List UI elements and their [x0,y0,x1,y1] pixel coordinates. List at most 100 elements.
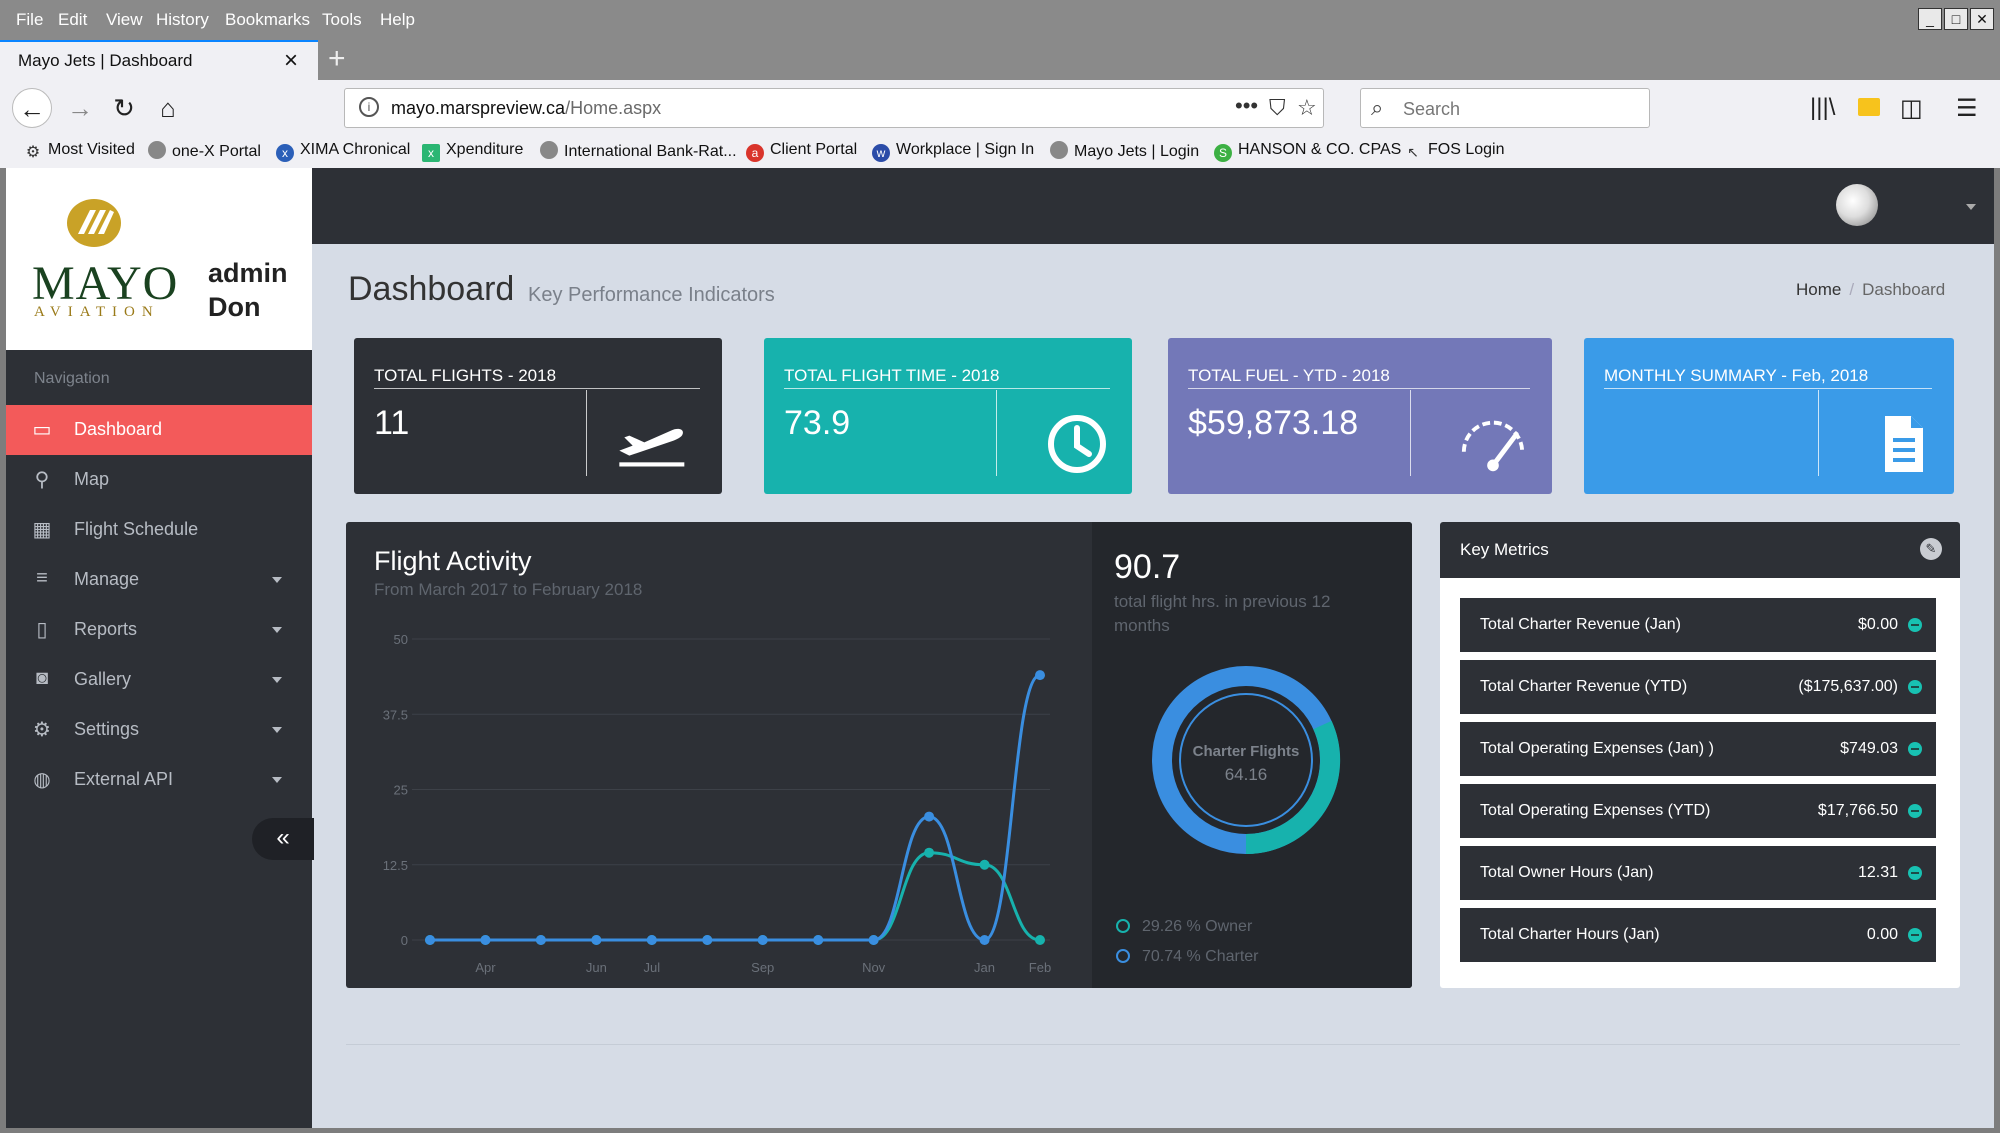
gears-icon: ⚙ [33,719,51,741]
back-icon[interactable]: ← [12,88,52,128]
sidebar-item-settings[interactable]: ⚙ Settings [6,705,312,755]
metric-row: Total Charter Revenue (Jan) $0.00 [1460,598,1936,652]
menu-help[interactable]: Help [380,10,415,29]
sidebar-item-label: Settings [74,719,140,739]
url-bar[interactable]: i mayo.marspreview.ca/Home.aspx ••• ⛉ ☆ [344,88,1324,128]
minimize-button[interactable]: _ [1918,8,1942,30]
data-point [979,859,990,870]
bookmark-xpenditure[interactable]: x Xpenditure [422,141,523,162]
mayo-logo-icon [67,199,121,247]
bookmark-workplace[interactable]: w Workplace | Sign In [872,141,1034,162]
metric-value: $17,766.50 [1817,802,1898,819]
pocket-icon[interactable]: ⛉ [1269,95,1286,120]
app-root: MAYO AVIATION admin Don Navigation ▭ Das… [6,168,1994,1128]
kpi-vertical-divider [586,390,587,476]
fos-icon: ↖ [1407,144,1419,160]
menu-bookmarks[interactable]: Bookmarks [225,10,311,29]
sidebar-item-manage[interactable]: ≡ Manage [6,555,312,605]
logo-subtext: AVIATION [34,304,160,320]
sidebar-item-gallery[interactable]: ◙ Gallery [6,655,312,705]
minus-circle-icon[interactable] [1908,866,1922,880]
data-point [979,935,990,945]
clock-icon [1048,415,1106,473]
minus-circle-icon[interactable] [1908,804,1922,818]
minus-circle-icon[interactable] [1908,680,1922,694]
data-point [1035,935,1045,945]
search-bar[interactable]: ⌕ Search [1360,88,1650,128]
minus-circle-icon[interactable] [1908,742,1922,756]
sidebar-item-flight-schedule[interactable]: ▦ Flight Schedule [6,505,312,555]
metric-label: Total Owner Hours (Jan) [1480,864,1654,881]
minus-circle-icon[interactable] [1908,928,1922,942]
user-menu-caret-icon[interactable] [1966,204,1976,210]
metric-row: Total Operating Expenses (Jan) ) $749.03 [1460,722,1936,776]
metric-value: 0.00 [1866,926,1898,943]
document-icon [1885,416,1923,472]
donut-value: 64.16 [1225,765,1268,784]
close-window-button[interactable]: ✕ [1970,8,1994,30]
sidebar-collapse-button[interactable]: « [252,818,314,860]
logo-text: MAYO [32,257,179,310]
maximize-button[interactable]: □ [1944,8,1968,30]
workplace-icon: w [872,144,890,162]
url-text[interactable]: mayo.marspreview.ca/Home.aspx [391,98,662,118]
bookmark-mayo-jets-login[interactable]: Mayo Jets | Login [1050,141,1199,161]
sidebar: MAYO AVIATION admin Don Navigation ▭ Das… [6,168,314,1128]
bookmark-hanson[interactable]: S HANSON & CO. CPAS [1214,141,1401,162]
bookmark-one-x-portal[interactable]: one-X Portal [148,141,261,161]
menu-tools[interactable]: Tools [322,10,362,29]
search-input[interactable]: Search [1403,99,1461,119]
kpi-value: $59,873.18 [1188,404,1359,442]
kpi-total-fuel[interactable]: TOTAL FUEL - YTD - 2018 $59,873.18 [1168,338,1552,494]
avatar[interactable] [1836,184,1878,226]
sidebar-item-map[interactable]: ⚲ Map [6,455,312,505]
kpi-monthly-summary[interactable]: MONTHLY SUMMARY - Feb, 2018 [1584,338,1954,494]
sidebar-item-dashboard[interactable]: ▭ Dashboard [6,405,312,455]
minus-circle-icon[interactable] [1908,618,1922,632]
bookmark-fos-login[interactable]: ↖ FOS Login [1404,141,1504,161]
forward-icon[interactable]: → [67,93,93,123]
bookmark-international-bank[interactable]: International Bank-Rat... [540,141,737,161]
sidebar-item-external-api[interactable]: ◍ External API [6,755,312,805]
kpi-total-flight-time[interactable]: TOTAL FLIGHT TIME - 2018 73.9 [764,338,1132,494]
library-icon[interactable]: |||\ [1810,94,1836,121]
y-tick-label: 0 [401,933,408,948]
wrench-icon[interactable]: ✎ [1920,538,1942,560]
chevron-down-icon [272,727,282,733]
sidebar-item-reports[interactable]: ▯ Reports [6,605,312,655]
hamburger-menu-icon[interactable]: ☰ [1956,95,1978,122]
sidebar-item-label: Reports [74,619,138,639]
home-icon[interactable]: ⌂ [160,93,176,123]
kpi-value: 11 [374,404,410,442]
y-tick-label: 12.5 [383,858,408,873]
page-actions-icon[interactable]: ••• [1235,93,1259,118]
bookmark-star-icon[interactable]: ☆ [1297,95,1317,120]
chevron-down-icon [272,577,282,583]
tab-close-icon[interactable]: × [284,47,299,74]
extension-icon[interactable] [1858,98,1880,116]
browser-tab[interactable]: Mayo Jets | Dashboard × [0,40,318,80]
metric-label: Total Charter Hours (Jan) [1480,926,1660,943]
menu-file[interactable]: File [16,10,44,29]
kpi-vertical-divider [1818,390,1819,476]
site-info-icon[interactable]: i [359,97,379,117]
kpi-total-flights[interactable]: TOTAL FLIGHTS - 2018 11 [354,338,722,494]
menu-edit[interactable]: Edit [58,10,88,29]
menu-view[interactable]: View [106,10,143,29]
globe-icon [1050,141,1068,159]
sidebar-item-label: Gallery [74,669,132,689]
kpi-title: TOTAL FUEL - YTD - 2018 [1188,366,1390,385]
menu-history[interactable]: History [156,10,209,29]
metric-label: Total Charter Revenue (YTD) [1480,678,1688,695]
sidebar-toggle-icon[interactable]: ◫ [1900,95,1923,122]
reload-icon[interactable]: ↻ [113,93,135,123]
bookmark-client-portal[interactable]: a Client Portal [746,141,857,162]
breadcrumb-home-link[interactable]: Home [1796,280,1842,299]
bookmark-most-visited[interactable]: ⚙ Most Visited [25,141,135,161]
metric-row: Total Operating Expenses (YTD) $17,766.5… [1460,784,1936,838]
x-tick-label: Jun [586,960,607,975]
bookmark-xima-chronical[interactable]: x XIMA Chronical [276,141,410,162]
new-tab-icon[interactable]: + [328,42,346,75]
kpi-divider [784,388,1110,389]
nav-heading: Navigation [34,370,110,387]
